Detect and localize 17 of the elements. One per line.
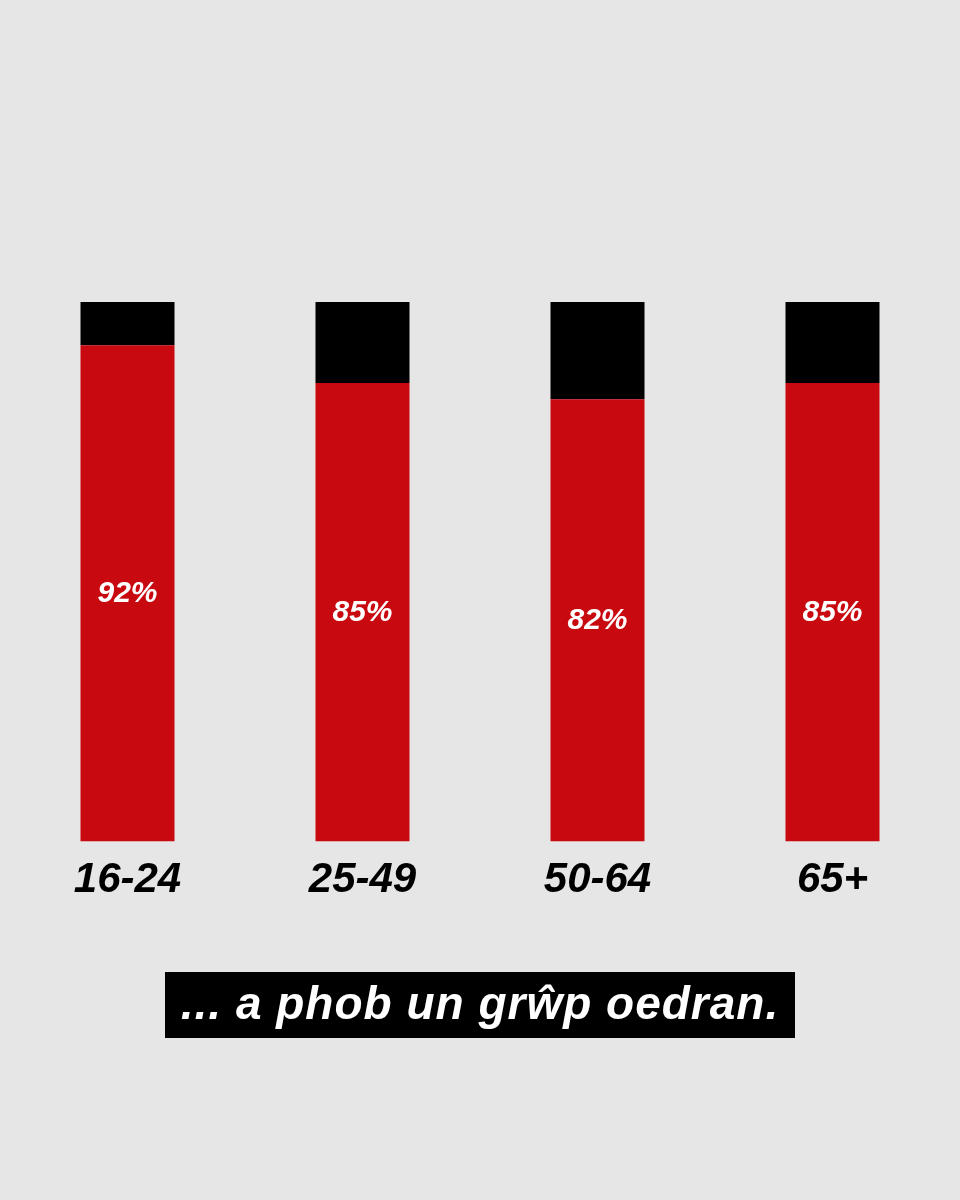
data-label: 92% <box>97 574 158 608</box>
data-label: 82% <box>567 601 628 635</box>
bar <box>80 345 175 842</box>
bar <box>80 302 175 346</box>
x-tick-label: 65+ <box>796 854 869 902</box>
x-tick-label: 50-64 <box>543 854 652 902</box>
x-tick-label: 16-24 <box>73 854 182 902</box>
data-label: 85% <box>332 593 393 627</box>
bar <box>785 302 880 383</box>
bar <box>315 302 410 383</box>
bar <box>785 382 880 842</box>
bar <box>315 382 410 842</box>
data-label: 85% <box>802 593 863 627</box>
x-tick-label: 25-49 <box>307 854 417 902</box>
bar <box>550 399 645 842</box>
text: ... a phob un grŵp oedran. <box>164 972 796 1038</box>
bar <box>550 302 645 400</box>
